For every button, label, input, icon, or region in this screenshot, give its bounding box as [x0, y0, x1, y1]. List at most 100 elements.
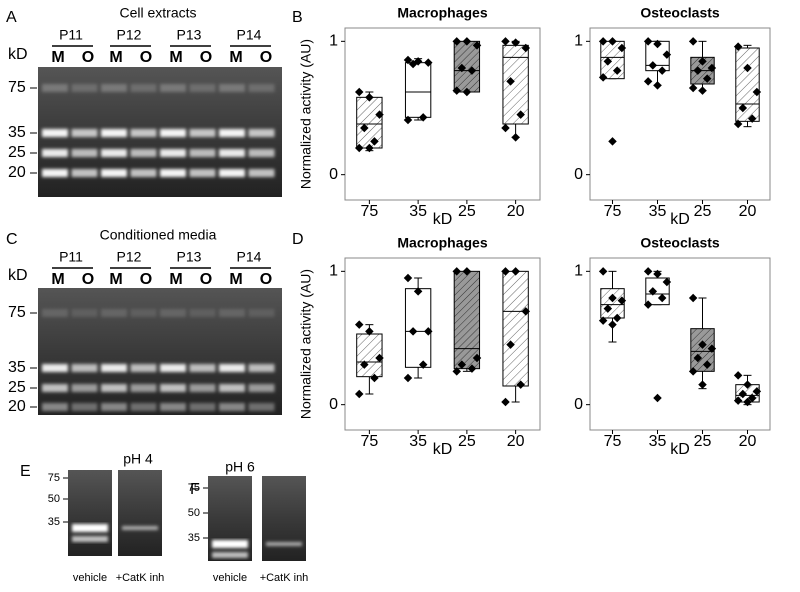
data-point: [457, 360, 467, 369]
x-tick-label: 35: [409, 433, 427, 450]
chart-title: Macrophages: [397, 235, 487, 251]
gel-band: [219, 364, 245, 372]
data-point: [501, 123, 510, 133]
lane-label: M: [169, 49, 182, 66]
gel-band: [248, 309, 275, 317]
gel-band: [42, 384, 68, 392]
panel-label: A: [6, 9, 17, 26]
gel-band: [189, 403, 216, 411]
gel-band: [71, 84, 98, 92]
marker-label: 50: [48, 493, 60, 505]
plot-frame: [589, 27, 771, 201]
gel-title: pH 6: [225, 459, 255, 475]
data-point: [693, 353, 703, 363]
data-point: [413, 287, 423, 296]
data-point: [648, 287, 658, 296]
lane-label: M: [51, 271, 64, 288]
gel-band: [160, 149, 186, 157]
data-point: [688, 293, 698, 303]
marker-label: 75: [8, 79, 26, 96]
gel-title: Cell extracts: [119, 5, 196, 21]
data-point: [424, 58, 433, 67]
gel-band: [189, 384, 216, 392]
y-axis-label: Normalized activity (AU): [298, 39, 314, 189]
gel-band: [189, 309, 216, 317]
gel-band: [72, 536, 108, 542]
box: [356, 96, 383, 149]
data-point: [747, 393, 757, 403]
gel-band: [212, 540, 248, 548]
gel-band: [101, 129, 127, 137]
group-label: P12: [117, 249, 142, 265]
gel-band: [101, 84, 127, 92]
gel-band: [72, 524, 108, 532]
data-point: [354, 143, 364, 153]
data-point: [360, 360, 369, 369]
chart-title: Osteoclasts: [640, 5, 720, 21]
data-point: [403, 273, 413, 283]
gel-band: [248, 149, 275, 157]
y-tick-label: 1: [329, 263, 338, 280]
data-point: [698, 380, 707, 389]
x-tick-label: 25: [694, 433, 712, 450]
data-point: [403, 55, 413, 65]
gel-band: [130, 403, 157, 411]
x-tick-label: 75: [604, 433, 622, 450]
lane-label: M: [51, 49, 64, 66]
box: [404, 288, 432, 368]
x-axis-label: kD: [670, 441, 690, 458]
y-tick-label: 1: [574, 33, 583, 50]
data-point: [598, 316, 608, 325]
data-point: [472, 41, 482, 50]
gel-band: [160, 129, 186, 137]
gel-band: [71, 309, 98, 317]
group-label: P13: [177, 249, 202, 265]
box: [453, 270, 481, 370]
gel-band: [130, 309, 157, 317]
lane-label: M: [229, 49, 242, 66]
data-point: [702, 360, 712, 369]
chart-title: Macrophages: [397, 5, 487, 21]
data-point: [653, 81, 662, 90]
box: [735, 47, 760, 122]
lane-label: vehicle: [73, 572, 107, 584]
x-tick-label: 75: [360, 203, 378, 220]
data-point: [467, 364, 477, 373]
data-point: [598, 267, 608, 276]
gel-band: [248, 129, 275, 137]
box: [502, 270, 529, 387]
gel-band: [219, 403, 245, 411]
gel-band: [42, 169, 68, 177]
panel-label: E: [20, 463, 31, 480]
data-point: [365, 93, 374, 102]
plot-frame: [589, 257, 771, 431]
gel-band: [219, 309, 245, 317]
gel-band: [130, 384, 157, 392]
data-point: [403, 115, 413, 125]
gel-band: [101, 309, 127, 317]
plot-frame: [344, 257, 541, 431]
panel-label: F: [190, 481, 200, 498]
data-point: [743, 380, 752, 389]
data-point: [418, 113, 428, 122]
y-tick-label: 0: [329, 166, 338, 183]
gel-band: [219, 169, 245, 177]
chart-title: Osteoclasts: [640, 235, 720, 251]
x-tick-label: 20: [739, 433, 757, 450]
data-point: [418, 360, 428, 369]
y-tick-label: 1: [574, 263, 583, 280]
gel-band: [248, 384, 275, 392]
marker-label: 75: [8, 304, 26, 321]
gel-band: [160, 84, 186, 92]
group-label: P12: [117, 27, 142, 43]
data-point: [688, 367, 698, 376]
data-point: [688, 83, 698, 93]
gel-band: [160, 309, 186, 317]
gel-band: [101, 384, 127, 392]
plot-frame: [344, 27, 541, 201]
gel-band: [101, 403, 127, 411]
group-label: P11: [59, 249, 83, 265]
data-point: [643, 267, 653, 276]
gel: [68, 470, 112, 556]
